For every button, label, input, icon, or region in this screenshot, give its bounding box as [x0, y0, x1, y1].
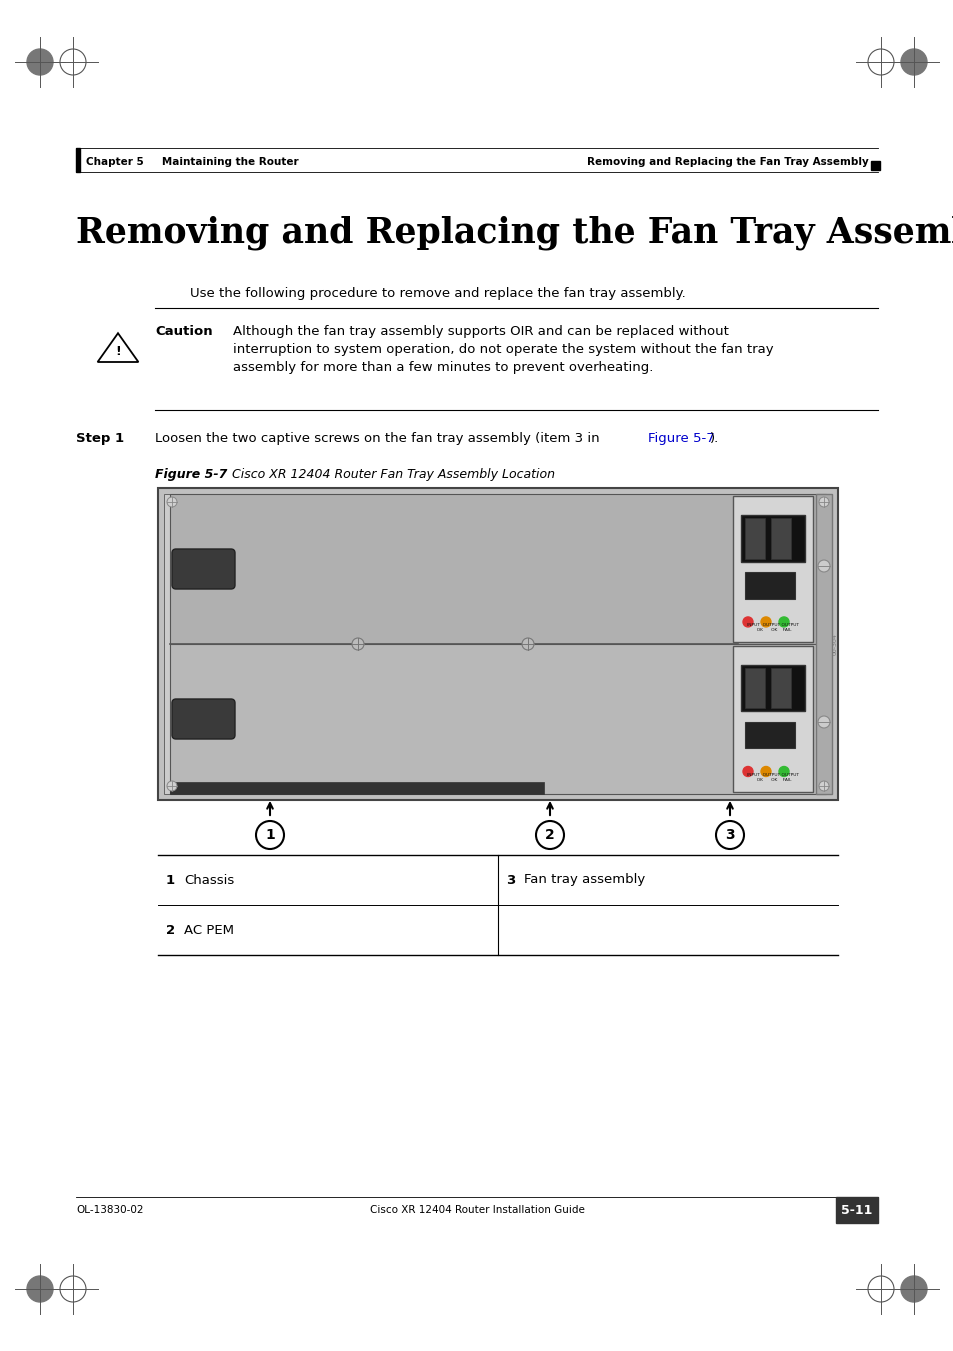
Bar	[170, 644, 825, 794]
Text: Cisco XR 12404 Router Installation Guide: Cisco XR 12404 Router Installation Guide	[369, 1205, 584, 1215]
Text: 5-11: 5-11	[841, 1204, 872, 1216]
Text: 3: 3	[505, 874, 515, 886]
Bar	[870, 161, 879, 170]
Text: Loosen the two captive screws on the fan tray assembly (item 3 in: Loosen the two captive screws on the fan…	[154, 432, 603, 444]
Text: INPUT  OUTPUT OUTPUT
  OK      OK    FAIL: INPUT OUTPUT OUTPUT OK OK FAIL	[746, 773, 799, 782]
Circle shape	[779, 766, 788, 777]
Circle shape	[536, 821, 563, 848]
Text: assembly for more than a few minutes to prevent overheating.: assembly for more than a few minutes to …	[233, 361, 653, 374]
Bar	[164, 494, 831, 794]
FancyBboxPatch shape	[172, 698, 234, 739]
Bar	[770, 517, 790, 559]
Text: Step 1: Step 1	[76, 432, 124, 444]
Circle shape	[817, 561, 829, 571]
Bar	[170, 782, 543, 794]
Text: 00-304: 00-304	[832, 634, 837, 655]
Bar	[744, 573, 794, 598]
Text: 2: 2	[166, 924, 175, 936]
Text: Removing and Replacing the Fan Tray Assembly: Removing and Replacing the Fan Tray Asse…	[76, 215, 953, 250]
Circle shape	[760, 766, 770, 777]
Bar	[770, 667, 790, 708]
Text: !: !	[115, 345, 121, 358]
Text: 2: 2	[544, 828, 555, 842]
Circle shape	[817, 716, 829, 728]
Text: Figure 5-7: Figure 5-7	[154, 467, 227, 481]
Text: 1: 1	[166, 874, 175, 886]
Circle shape	[760, 617, 770, 627]
Circle shape	[716, 821, 743, 848]
Bar	[835, 1197, 877, 1223]
Text: interruption to system operation, do not operate the system without the fan tray: interruption to system operation, do not…	[233, 343, 773, 357]
Text: 3: 3	[724, 828, 734, 842]
Bar	[740, 515, 804, 562]
Text: Fan tray assembly: Fan tray assembly	[523, 874, 644, 886]
Bar	[744, 721, 794, 748]
Text: Chassis: Chassis	[184, 874, 234, 886]
Text: Figure 5-7: Figure 5-7	[647, 432, 714, 444]
Text: Chapter 5     Maintaining the Router: Chapter 5 Maintaining the Router	[86, 157, 298, 168]
Circle shape	[27, 1275, 53, 1302]
Circle shape	[779, 617, 788, 627]
Circle shape	[818, 497, 828, 507]
Bar	[740, 665, 804, 712]
Circle shape	[900, 1275, 926, 1302]
Circle shape	[27, 49, 53, 76]
Bar	[744, 517, 764, 559]
Circle shape	[818, 781, 828, 790]
Text: Cisco XR 12404 Router Fan Tray Assembly Location: Cisco XR 12404 Router Fan Tray Assembly …	[232, 467, 555, 481]
Text: Use the following procedure to remove and replace the fan tray assembly.: Use the following procedure to remove an…	[190, 286, 685, 300]
Circle shape	[255, 821, 284, 848]
Bar	[732, 496, 812, 643]
Bar	[732, 646, 812, 792]
FancyBboxPatch shape	[172, 549, 234, 589]
Circle shape	[352, 638, 364, 650]
Text: OL-13830-02: OL-13830-02	[76, 1205, 143, 1215]
Text: ).: ).	[709, 432, 719, 444]
Text: INPUT  OUTPUT OUTPUT
  OK      OK    FAIL: INPUT OUTPUT OUTPUT OK OK FAIL	[746, 624, 799, 632]
Bar	[170, 494, 825, 644]
Circle shape	[521, 638, 534, 650]
Text: Although the fan tray assembly supports OIR and can be replaced without: Although the fan tray assembly supports …	[233, 326, 728, 338]
Bar	[744, 667, 764, 708]
Circle shape	[742, 617, 752, 627]
Bar	[76, 149, 80, 172]
Circle shape	[167, 781, 177, 790]
Text: Removing and Replacing the Fan Tray Assembly: Removing and Replacing the Fan Tray Asse…	[587, 157, 868, 168]
Bar	[158, 488, 837, 800]
Circle shape	[167, 497, 177, 507]
Bar	[815, 494, 831, 794]
Circle shape	[742, 766, 752, 777]
Text: Caution: Caution	[154, 326, 213, 338]
Circle shape	[900, 49, 926, 76]
Text: 1: 1	[265, 828, 274, 842]
Text: AC PEM: AC PEM	[184, 924, 233, 936]
